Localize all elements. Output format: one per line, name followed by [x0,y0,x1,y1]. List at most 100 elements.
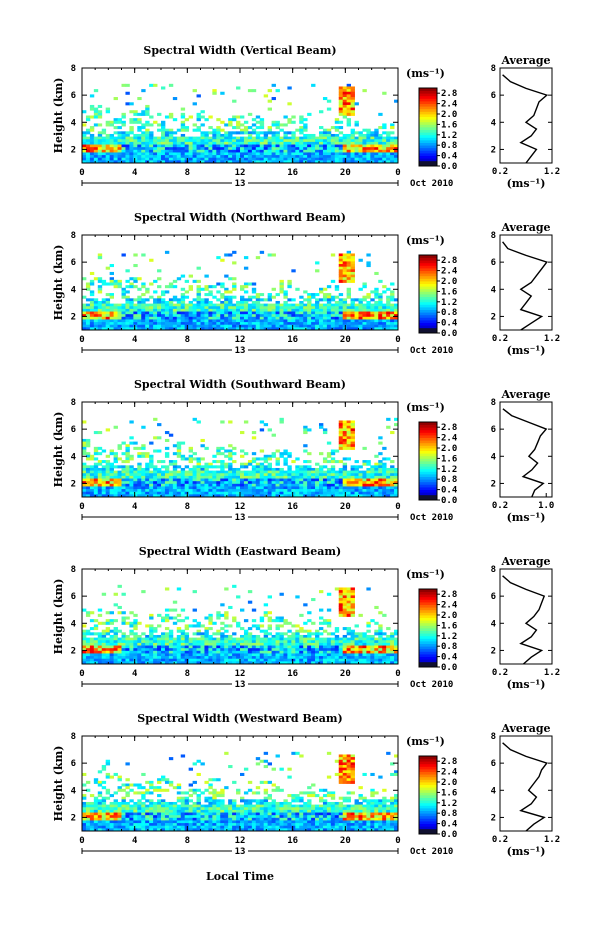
heatmap-cell [267,327,272,331]
heatmap-cell [342,425,348,429]
heatmap-cell [137,306,142,310]
heatmap-cell [386,425,391,429]
heatmap-cell [89,645,95,649]
heatmap-cell [299,629,304,633]
heatmap-cell [247,634,253,639]
heatmap-cell [255,136,261,140]
heatmap-cell [338,590,344,594]
heatmap-cell [168,491,174,495]
heatmap-cell [153,449,158,453]
heatmap-cell [172,470,178,474]
heatmap-cell [184,295,190,299]
heatmap-cell [141,494,146,498]
heatmap-cell [374,327,379,331]
heatmap-cell [326,300,332,305]
heatmap-cell [303,489,308,493]
heatmap-cell [330,155,336,159]
heatmap-cell [330,322,336,326]
heatmap-cell [228,650,233,654]
heatmap-cell [109,489,114,493]
colorbar-swatch [419,95,437,99]
heatmap-cell [299,634,304,639]
heatmap-cell [334,627,340,631]
heatmap-cell [105,123,111,127]
heatmap-cell [113,157,118,161]
heatmap-cell [330,253,336,257]
heatmap-cell [382,147,387,151]
heatmap-cell [346,155,351,159]
heatmap-cell [247,627,253,631]
heatmap-cell [188,319,193,323]
heatmap-cell [97,112,103,116]
heatmap-cell [208,160,213,164]
heatmap-cell [125,648,130,652]
heatmap-cell [164,640,170,644]
heatmap-cell [204,141,209,145]
heatmap-cell [212,157,217,161]
heatmap-cell [315,648,320,652]
heatmap-cell [263,489,269,493]
heatmap-cell [105,629,111,633]
heatmap-cell [326,470,332,474]
heatmap-cell [271,149,276,153]
heatmap-cell [184,642,190,646]
heatmap-cell [133,486,138,490]
heatmap-cell [216,126,221,130]
heatmap-cell [322,136,328,140]
heatmap-cell [243,314,249,318]
heatmap-cell [113,627,118,631]
heatmap-cell [319,327,324,331]
heatmap-cell [161,656,166,660]
heatmap-cell [204,465,209,469]
heatmap-cell [303,139,308,143]
heatmap-cell [374,462,379,466]
heatmap-cell [105,621,111,625]
heatmap-cell [157,494,162,498]
heatmap-cell [85,147,91,151]
heatmap-cell [358,311,363,315]
average-y-tick-label: 2 [491,145,496,155]
heatmap-cell [346,139,351,143]
heatmap-cell [283,656,288,660]
heatmap-cell [279,656,284,660]
heatmap-cell [200,287,205,291]
heatmap-cell [346,120,351,124]
heatmap-cell [251,624,257,628]
heatmap-cell [97,133,103,138]
heatmap-cell [184,316,190,320]
heatmap-cell [326,454,332,458]
heatmap-cell [259,155,265,159]
heatmap-cell [299,308,304,312]
colorbar-tick-label: 1.6 [441,454,457,464]
heatmap-cell [346,475,351,479]
heatmap-cell [192,149,197,153]
heatmap-cell [204,470,209,474]
heatmap-cell [176,470,182,474]
heatmap-cell [133,489,138,493]
heatmap-cell [129,152,134,156]
heatmap-cell [267,152,272,156]
heatmap-cell [200,144,205,148]
heatmap-cell [271,645,276,649]
heatmap-cell [232,306,237,310]
heatmap-cell [275,475,280,479]
heatmap-cell [283,157,288,161]
heatmap-cell [275,648,280,652]
heatmap-cell [184,478,190,482]
heatmap-cell [307,157,312,161]
heatmap-cell [378,155,383,159]
heatmap-cell [303,149,308,153]
heatmap-cell [342,486,348,490]
heatmap-cell [338,120,344,124]
heatmap-cell [366,324,371,328]
heatmap-cell [192,590,197,594]
heatmap-cell [382,290,387,294]
heatmap-cell [338,303,344,307]
heatmap-cell [386,155,391,159]
heatmap-cell [141,282,146,286]
heatmap-cell [354,141,359,145]
heatmap-cell [247,295,253,299]
heatmap-cell [145,483,150,487]
heatmap-cell [184,314,190,318]
average-frame [499,234,553,331]
